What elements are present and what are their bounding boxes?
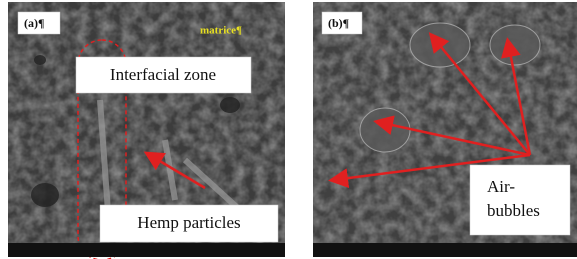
figure: (a)¶ matrice¶ Interfacial zone Hemp part… (0, 0, 577, 259)
info-bar (8, 243, 285, 257)
annotation: Hemp particles (137, 213, 240, 232)
panel-a: (a)¶ matrice¶ Interfacial zone Hemp part… (8, 2, 285, 259)
panel-b: (b)¶ Air- bubbles (313, 2, 577, 257)
annotation: Air- (487, 177, 515, 196)
panel-label: (a)¶ (24, 16, 44, 30)
info-bar (313, 243, 577, 257)
annotation: bubbles (487, 201, 540, 220)
annotation: Interfacial zone (110, 65, 216, 84)
panel-label: (b)¶ (328, 16, 349, 30)
matrix-label: matrice¶ (200, 25, 242, 37)
